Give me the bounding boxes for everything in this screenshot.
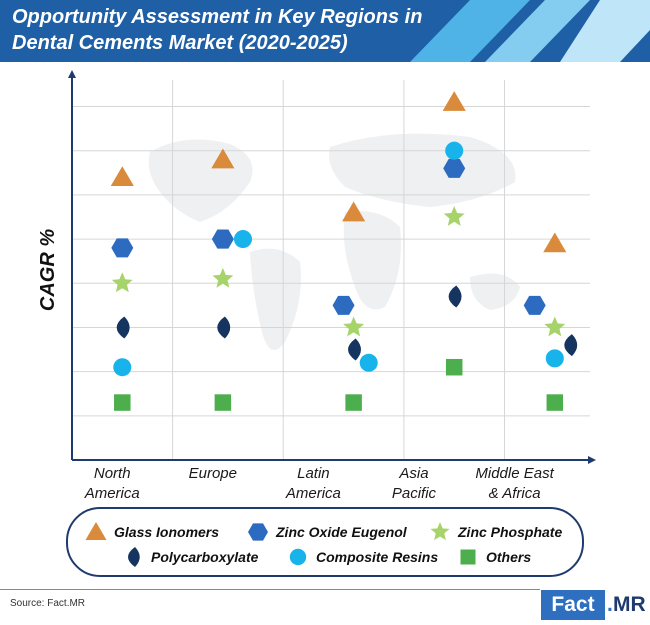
data-point-hexagon [443, 158, 466, 178]
data-point-square [546, 394, 564, 411]
x-tick-label: Middle East [475, 465, 554, 482]
x-axis-arrow [588, 456, 596, 464]
x-tick-label: Asia [398, 465, 428, 482]
header-stripe-1 [410, 0, 530, 62]
data-point-crescent [448, 285, 462, 308]
y-axis-label: CAGR % [37, 229, 59, 311]
header-background [0, 0, 650, 62]
data-point-square [214, 394, 232, 411]
data-point-star [544, 316, 566, 337]
legend-label: Composite Resins [316, 549, 438, 565]
legend-label: Glass Ionomers [114, 524, 219, 540]
header-stripe-3 [560, 0, 650, 62]
brand-dot: . [607, 593, 613, 616]
world-map-backdrop [148, 133, 520, 350]
legend-marker-square [460, 549, 476, 565]
map-north-america [148, 139, 253, 222]
brand-mr: MR [613, 593, 646, 616]
data-point-hexagon [523, 295, 546, 315]
x-tick-label: Europe [189, 465, 237, 482]
data-point-circle [545, 349, 564, 368]
map-africa [343, 211, 401, 310]
data-point-circle [359, 353, 378, 372]
legend-marker-star [430, 522, 450, 541]
legend-graphics: Glass Ionomers Zinc Oxide Eugenol Zinc Pho… [85, 522, 562, 567]
x-tick-label: North [94, 465, 131, 482]
data-point-circle [113, 358, 132, 377]
y-axis-arrow [68, 70, 76, 78]
page-title: Opportunity Assessment in Key Regions in… [12, 4, 422, 56]
data-point-crescent [116, 316, 130, 339]
data-point-hexagon [332, 295, 355, 315]
chart-area: CAGR % North America Europe Latin America Asia… [37, 70, 596, 502]
legend-marker-crescent [128, 547, 140, 567]
data-point-crescent [217, 316, 231, 339]
legend-label: Zinc Phosphate [457, 524, 562, 540]
data-point-square [345, 394, 362, 411]
brand-logo: Fact . MR [541, 590, 648, 622]
title-line-2: Dental Cements Market (2020-2025) [12, 32, 348, 54]
x-tick-label: America [84, 485, 140, 502]
map-eurasia [329, 133, 516, 207]
data-point-triangle [110, 166, 134, 187]
legend-label: Zinc Oxide Eugenol [275, 524, 408, 540]
data-point-circle [233, 230, 253, 249]
data-point-square [445, 358, 463, 376]
map-south-america [250, 248, 301, 350]
data-point-crescent [564, 334, 578, 357]
data-point-circle [445, 141, 464, 160]
legend-label: Polycarboxylate [151, 549, 259, 565]
data-point-square [114, 394, 131, 411]
legend: Glass Ionomers Zinc Oxide Eugenol Zinc Pho… [66, 507, 584, 577]
header-stripe-2 [485, 0, 590, 62]
data-point-star [343, 316, 365, 337]
x-tick-label: & Africa [489, 485, 541, 502]
brand-fact: Fact [541, 590, 605, 620]
data-point-crescent [348, 338, 361, 361]
legend-marker-circle [289, 548, 307, 566]
data-point-triangle [211, 148, 235, 169]
header-banner: Opportunity Assessment in Key Regions in… [0, 0, 650, 62]
data-point-star [212, 267, 234, 288]
legend-marker-hexagon [248, 523, 268, 541]
title-line-1: Opportunity Assessment in Key Regions in [12, 6, 423, 28]
data-point-triangle [442, 91, 466, 111]
data-point-hexagon [111, 238, 134, 258]
data-point-triangle [342, 201, 366, 222]
data-point-star [443, 205, 465, 226]
source-note: Source: Fact.MR [10, 598, 86, 609]
map-australia [470, 273, 520, 310]
legend-label: Others [486, 549, 531, 565]
footer-divider [0, 589, 540, 590]
data-point-hexagon [211, 229, 234, 249]
data-point-triangle [543, 232, 567, 253]
legend-marker-triangle [85, 522, 107, 540]
x-tick-label: Pacific [392, 485, 437, 502]
x-tick-label: Latin [297, 465, 330, 482]
data-point-star [111, 272, 133, 293]
x-tick-label: America [285, 485, 341, 502]
